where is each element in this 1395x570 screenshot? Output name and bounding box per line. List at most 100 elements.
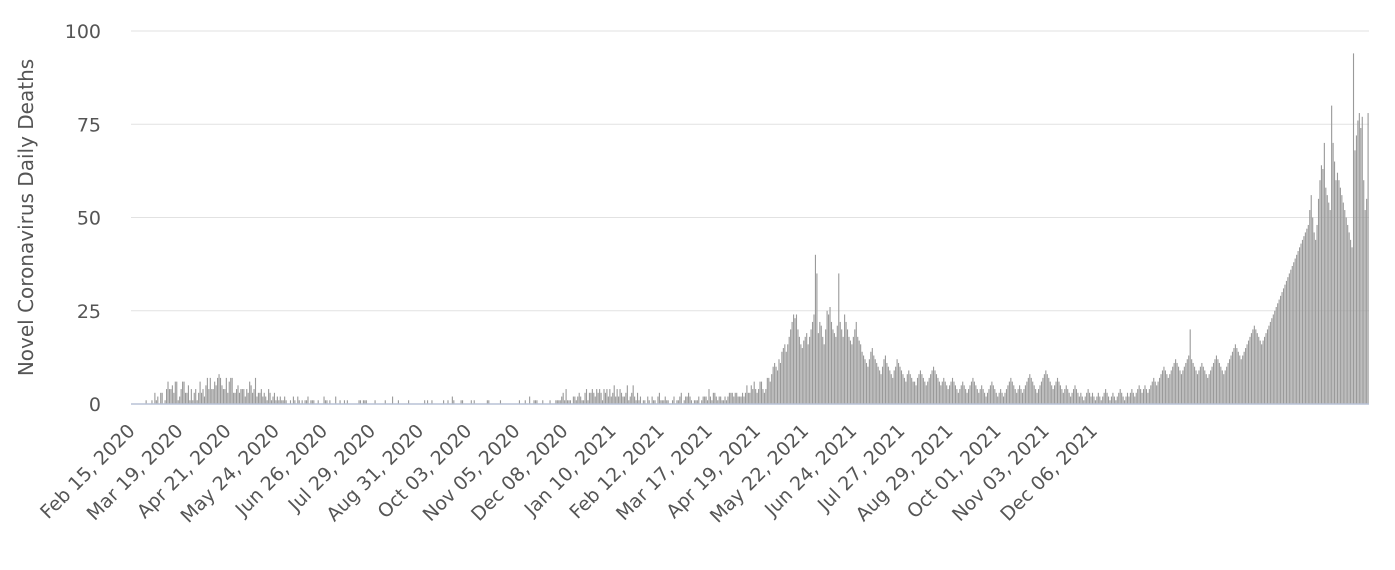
bar [1243, 351, 1245, 404]
bar [208, 389, 210, 404]
bar [1186, 359, 1188, 404]
bar [1016, 392, 1018, 404]
bar [1154, 381, 1156, 404]
y-tick-label: 50 [77, 208, 101, 230]
bar [1090, 396, 1092, 404]
bar [470, 400, 472, 404]
bar [310, 400, 312, 404]
bar [365, 400, 367, 404]
bar [1176, 362, 1178, 404]
bar [1307, 224, 1309, 404]
bar [1288, 273, 1290, 404]
bar [994, 389, 996, 404]
bar [1080, 392, 1082, 404]
bar [253, 389, 255, 404]
bar [723, 400, 725, 404]
bar [804, 336, 806, 404]
bar [1093, 396, 1095, 404]
bar [1323, 142, 1325, 404]
bar [776, 370, 779, 404]
bar [1156, 385, 1158, 404]
bar [1262, 340, 1264, 404]
bar [756, 392, 758, 404]
bar [1347, 224, 1349, 404]
bar [1036, 392, 1038, 404]
bar [219, 377, 222, 404]
bar [911, 377, 913, 404]
bar [601, 400, 604, 404]
bar [292, 396, 294, 404]
bar [864, 359, 866, 404]
bar [339, 400, 341, 404]
bar [966, 392, 968, 404]
bar [431, 400, 433, 404]
bar [1115, 400, 1117, 404]
bar [206, 377, 208, 404]
bar [785, 351, 787, 404]
bar [1141, 392, 1143, 404]
bar [946, 385, 948, 404]
bar [294, 400, 296, 404]
bar [912, 381, 914, 404]
bar [233, 392, 235, 404]
bar [607, 396, 609, 404]
bar [443, 400, 445, 404]
bar [424, 400, 426, 404]
bar [154, 392, 156, 404]
bar [1030, 377, 1032, 404]
bar [638, 400, 640, 404]
bar [848, 336, 850, 404]
bar [311, 400, 313, 404]
bar [632, 385, 634, 404]
bar [524, 400, 526, 404]
bar [533, 400, 535, 404]
bar [1301, 239, 1304, 404]
bar [1023, 389, 1025, 404]
bar [189, 400, 191, 404]
bar [1059, 385, 1061, 404]
bar [660, 400, 662, 404]
bar [1221, 370, 1223, 404]
bar [1173, 362, 1175, 404]
bar [654, 400, 656, 404]
bar [587, 400, 589, 404]
bar [600, 392, 602, 404]
bar [874, 359, 876, 404]
bar [534, 400, 537, 404]
bar [968, 389, 970, 404]
bar [1306, 228, 1308, 404]
bar [704, 396, 706, 404]
bar [933, 366, 935, 404]
bar [893, 370, 895, 404]
bar [623, 396, 625, 404]
bar [1195, 370, 1197, 404]
bar [240, 389, 242, 404]
bar [1042, 377, 1044, 404]
bar [1074, 385, 1076, 404]
bar [262, 396, 264, 404]
bar [711, 400, 713, 404]
bar [358, 400, 360, 404]
bar [1223, 374, 1225, 404]
bar [1033, 385, 1035, 404]
bar [575, 400, 577, 404]
y-tick-label: 25 [77, 301, 101, 323]
bar [1275, 307, 1277, 404]
bar [938, 381, 940, 404]
bar [177, 400, 179, 404]
bar [747, 392, 749, 404]
bar [1326, 195, 1328, 404]
bar [1274, 310, 1276, 404]
bar [1229, 359, 1231, 404]
bar [597, 392, 599, 404]
bar [1196, 374, 1199, 404]
bar [462, 400, 464, 404]
bar [558, 400, 560, 404]
bar [252, 392, 254, 404]
bar [941, 381, 943, 404]
y-axis-title: Novel Coronavirus Daily Deaths [14, 59, 38, 376]
bar [198, 392, 200, 404]
bar [238, 392, 241, 404]
y-tick-label: 0 [89, 394, 101, 416]
bar [1072, 389, 1075, 404]
